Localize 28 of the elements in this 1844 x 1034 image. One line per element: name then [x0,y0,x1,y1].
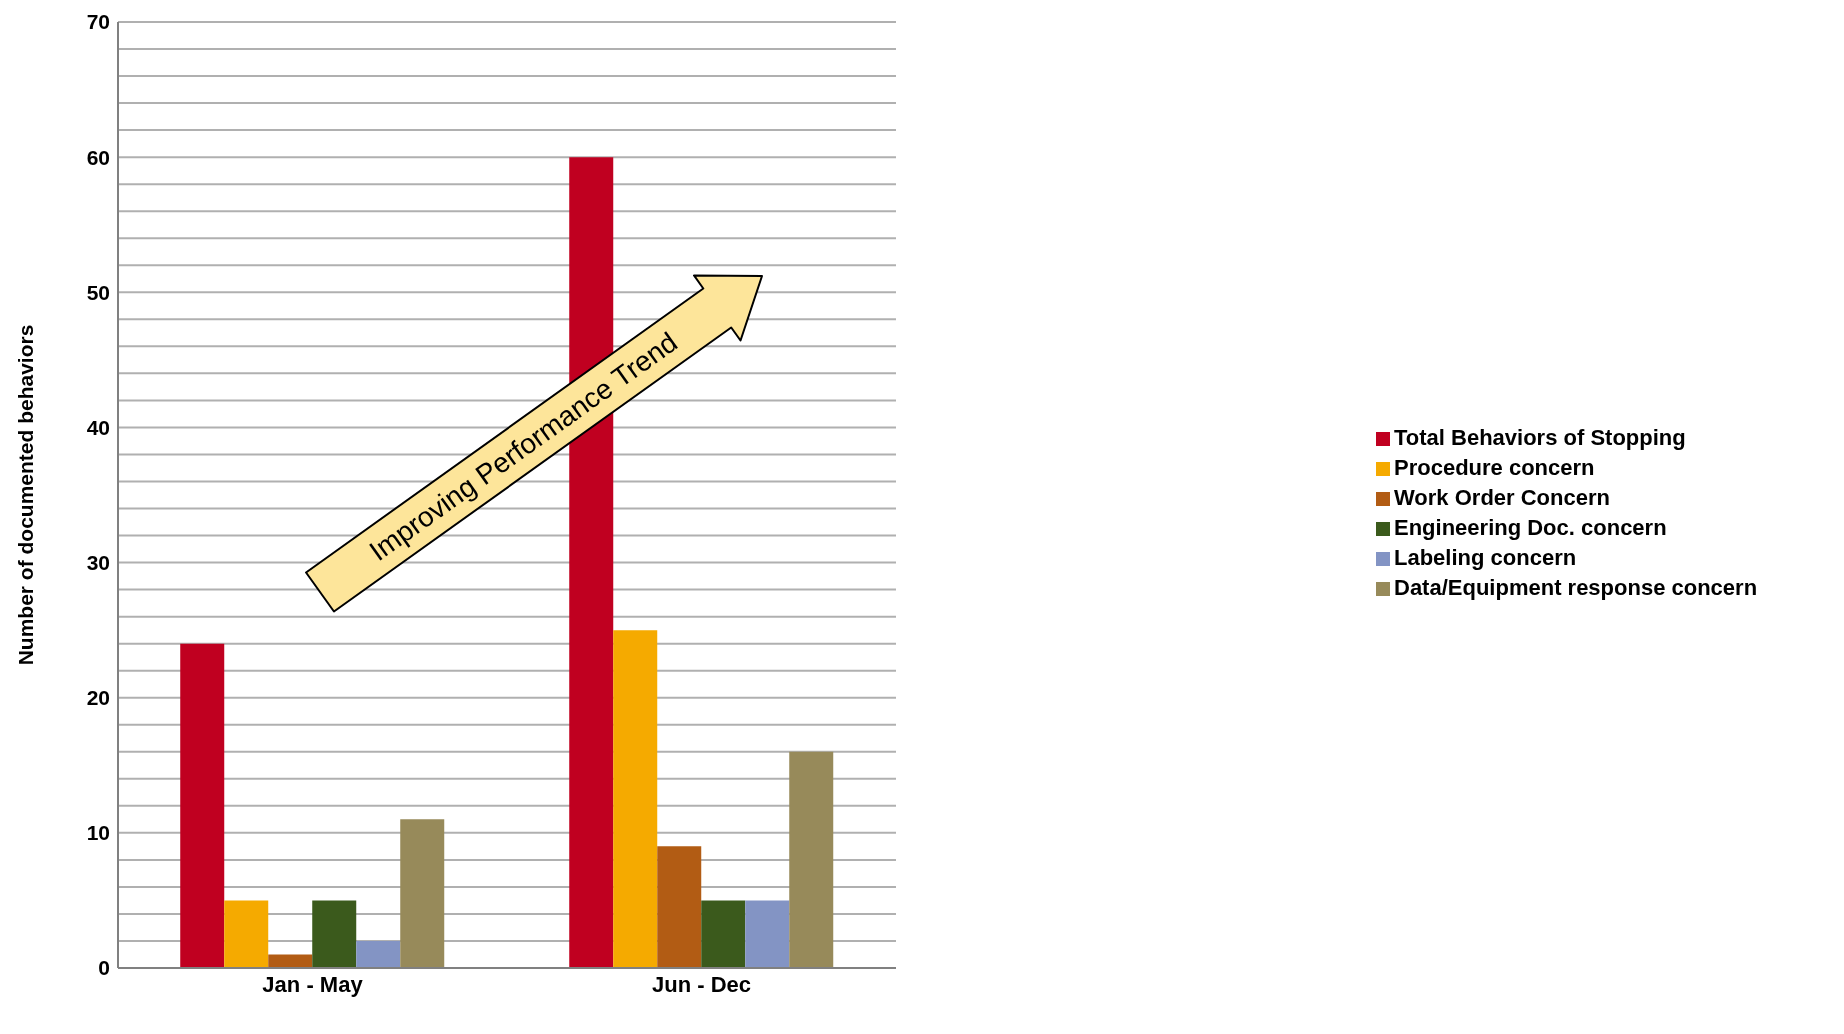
y-tick-label: 30 [86,551,110,575]
legend-label: Engineering Doc. concern [1394,515,1667,540]
y-tick-label: 70 [86,10,110,34]
y-tick-label: 60 [86,145,110,169]
y-tick-label: 40 [86,415,110,439]
y-axis-title: Number of documented behaviors [14,324,38,666]
bar [701,900,746,968]
y-tick-label: 20 [86,686,110,710]
bar [180,643,225,968]
y-tick-label: 10 [86,821,110,845]
legend-label: Labeling concern [1394,545,1577,570]
bar [356,940,401,968]
bar [268,954,313,968]
x-tick-label: Jan - May [262,971,364,997]
legend-label: Procedure concern [1394,455,1595,480]
x-tick-label: Jun - Dec [651,971,752,997]
bar [400,819,445,968]
bar [312,900,357,968]
y-tick-label: 50 [86,280,110,304]
bar [613,630,658,968]
legend-label: Work Order Concern [1394,485,1610,510]
bar [745,900,790,968]
y-tick-label: 0 [98,956,110,980]
legend-label: Total Behaviors of Stopping [1394,425,1686,450]
bar [789,751,834,968]
bar [657,846,702,968]
legend-label: Data/Equipment response concern [1394,575,1758,600]
bar [224,900,269,968]
